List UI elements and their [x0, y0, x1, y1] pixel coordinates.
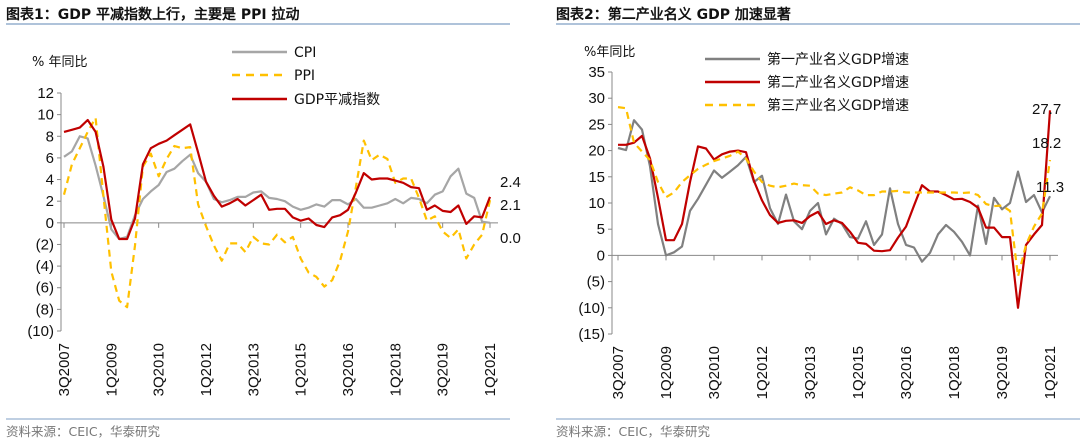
y-tick-label: 30 [588, 90, 605, 107]
y-tick-label: 15 [588, 169, 605, 186]
legend-label-gdp: GDP平减指数 [294, 92, 380, 108]
x-tick-label: 3Q2007 [610, 346, 627, 399]
chart2-plot: 35 30 25 20 15 10 5 0 (5) (10) (15) 3Q2007 1Q2009 3Q2… [578, 51, 1059, 399]
y-tick-label: 12 [37, 85, 54, 102]
y-tick-label: (2) [36, 236, 54, 253]
chart1-label-cpi: 0.0 [500, 230, 521, 247]
x-tick-label: 1Q2009 [103, 343, 120, 396]
y-tick-label: (10) [27, 323, 54, 340]
x-tick-label: 1Q2015 [850, 346, 867, 399]
chart2-unit-label: %年同比 [584, 45, 635, 60]
x-tick-label: 3Q2010 [151, 343, 168, 396]
y-tick-label: 20 [588, 143, 605, 160]
chart2-label-secondary: 27.7 [1032, 101, 1061, 118]
x-tick-label: 3Q2013 [802, 346, 819, 399]
x-tick-label: 3Q2007 [56, 343, 73, 396]
y-tick-label: (6) [36, 280, 54, 297]
y-tick-label: 0 [46, 215, 54, 232]
series-line-cpi [63, 135, 491, 241]
y-tick-label: (10) [578, 300, 605, 317]
series-line-ppi [62, 116, 492, 309]
chart1-label-gdp: 2.4 [500, 174, 521, 191]
chart2-label-primary: 11.3 [1036, 179, 1064, 196]
x-tick-label: 1Q2009 [658, 346, 675, 399]
x-tick-label: 1Q2021 [482, 343, 499, 396]
legend-label-cpi: CPI [294, 45, 316, 61]
x-tick-label: 1Q2012 [754, 346, 771, 399]
series-line-secondary [618, 110, 1052, 309]
y-tick-label: 2 [46, 193, 54, 210]
y-tick-label: (8) [36, 301, 54, 318]
chart1-label-ppi: 2.1 [500, 197, 521, 214]
chart2-source: 资料来源：CEIC，华泰研究 [556, 424, 711, 439]
y-tick-label: 0 [597, 247, 605, 264]
y-tick-label: 4 [46, 172, 54, 189]
chart1-unit-label: % 年同比 [32, 55, 88, 70]
y-tick-label: 8 [46, 128, 54, 145]
x-tick-label: 1Q2015 [293, 343, 310, 396]
x-tick-label: 3Q2016 [340, 343, 357, 396]
x-tick-label: 1Q2021 [1042, 346, 1059, 399]
chart2-label-tertiary: 18.2 [1032, 135, 1061, 152]
x-tick-label: 3Q2016 [898, 346, 915, 399]
x-tick-label: 1Q2018 [946, 346, 963, 399]
chart1-title: 图表1：GDP 平减指数上行，主要是 PPI 拉动 [6, 6, 299, 23]
chart2-title: 图表2：第二产业名义 GDP 加速显著 [556, 6, 791, 23]
y-tick-label: 10 [588, 195, 605, 212]
series-line-gdp [63, 118, 492, 241]
y-tick-label: (15) [578, 326, 605, 343]
x-tick-label: 1Q2012 [198, 343, 215, 396]
chart1-source: 资料来源：CEIC，华泰研究 [6, 424, 161, 439]
y-tick-label: (4) [36, 258, 54, 275]
y-tick-label: 10 [37, 107, 54, 124]
y-tick-label: 6 [46, 150, 54, 167]
legend-label-tertiary: 第三产业名义GDP增速 [767, 97, 909, 114]
y-tick-label: 25 [588, 116, 605, 133]
x-tick-label: 3Q2019 [435, 343, 452, 396]
x-tick-label: 3Q2013 [245, 343, 262, 396]
legend-label-ppi: PPI [294, 68, 315, 84]
y-tick-label: (5) [587, 274, 605, 291]
series-line-primary [617, 119, 1051, 263]
y-tick-label: 35 [588, 64, 605, 81]
chart1-plot: 12 10 8 6 4 2 0 (2) (4) (6) (8) (10)3Q2007 1Q2009 3Q2… [27, 45, 499, 396]
x-tick-label: 1Q2018 [387, 343, 404, 396]
legend-label-secondary: 第二产业名义GDP增速 [767, 74, 909, 91]
series-line-tertiary [617, 106, 1052, 278]
y-tick-label: 5 [597, 221, 605, 238]
x-tick-label: 3Q2019 [994, 346, 1011, 399]
legend-label-primary: 第一产业名义GDP增速 [767, 51, 909, 68]
x-tick-label: 3Q2010 [706, 346, 723, 399]
